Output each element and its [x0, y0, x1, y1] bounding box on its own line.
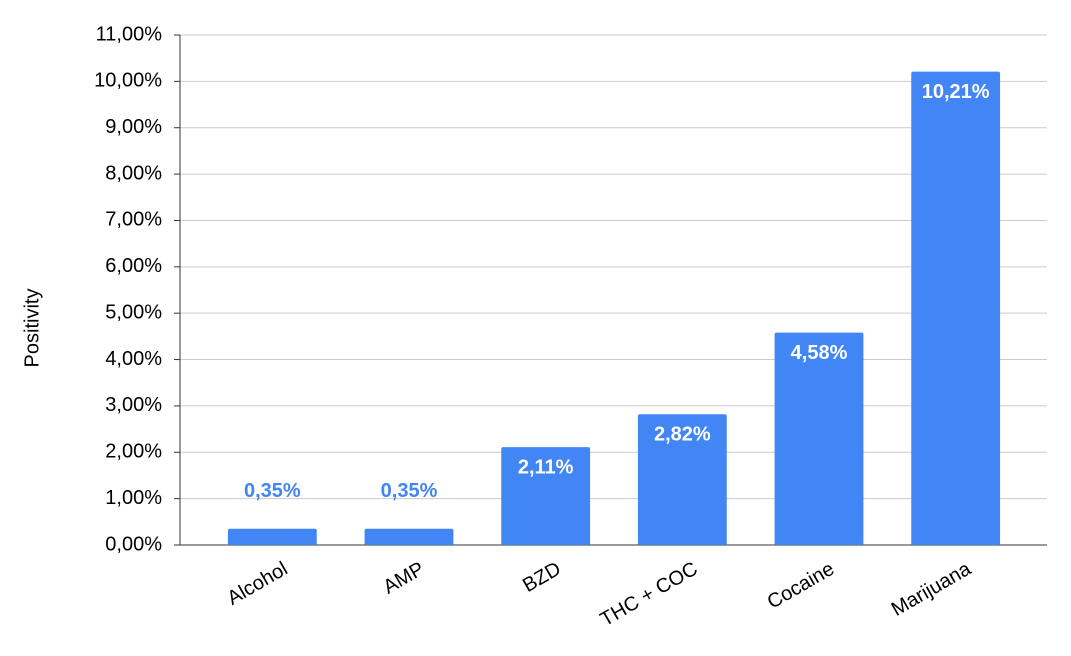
value-label: 0,35% — [244, 480, 301, 502]
y-tick-label: 9,00% — [105, 116, 162, 138]
y-tick-label: 5,00% — [105, 301, 162, 323]
x-tick-label: Marijuana — [888, 557, 976, 620]
value-label: 10,21% — [922, 81, 990, 103]
y-axis-title: Positivity — [21, 289, 43, 368]
x-tick-label: Alcohol — [224, 558, 292, 610]
x-tick-label: THC + COC — [597, 558, 702, 631]
bar — [774, 332, 864, 545]
x-tick-label: AMP — [380, 558, 429, 599]
bar — [364, 528, 454, 545]
value-label: 2,82% — [654, 424, 711, 446]
y-tick-label: 10,00% — [94, 70, 162, 92]
y-tick-label: 7,00% — [105, 209, 162, 231]
y-tick-label: 4,00% — [105, 348, 162, 370]
bar — [637, 414, 727, 545]
y-tick-label: 3,00% — [105, 394, 162, 416]
x-tick-label: Cocaine — [764, 558, 839, 614]
bar — [501, 447, 591, 545]
value-label: 4,58% — [791, 342, 848, 364]
y-tick-label: 1,00% — [105, 487, 162, 509]
y-tick-label: 6,00% — [105, 255, 162, 277]
y-tick-label: 2,00% — [105, 441, 162, 463]
y-tick-label: 8,00% — [105, 162, 162, 184]
x-tick-label: BZD — [519, 558, 565, 597]
y-tick-label: 11,00% — [96, 23, 163, 45]
y-tick-label: 0,00% — [105, 533, 162, 555]
bar — [911, 71, 1001, 546]
value-label: 2,11% — [518, 456, 574, 478]
bar — [227, 528, 317, 545]
value-label: 0,35% — [381, 480, 438, 502]
